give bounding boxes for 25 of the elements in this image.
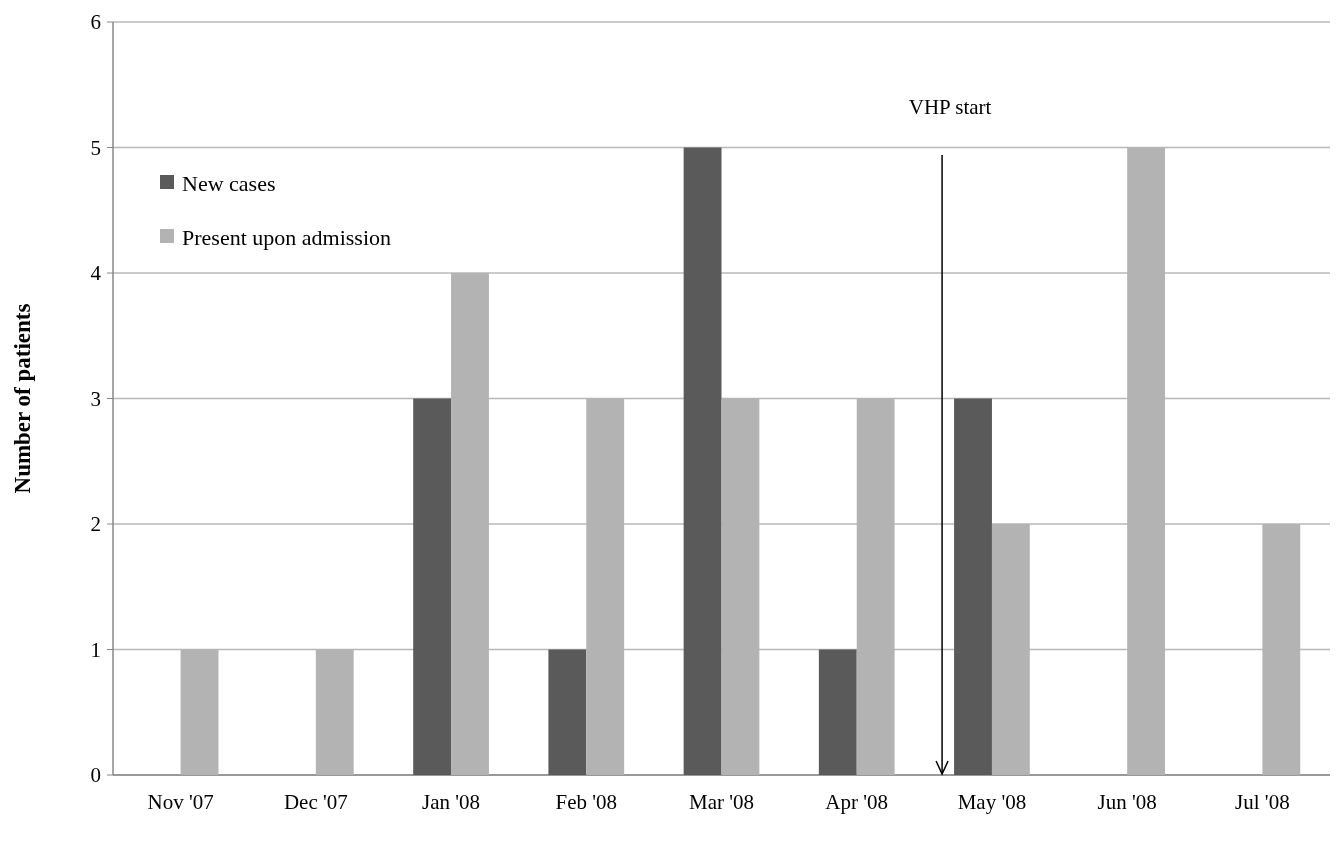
bar: [954, 398, 992, 775]
bar: [818, 649, 857, 775]
x-tick-label: Dec '07: [283, 790, 348, 814]
x-tick-label: Jul '08: [1235, 790, 1290, 814]
y-axis-title: Number of patients: [10, 303, 35, 494]
x-tick-label: Nov '07: [147, 790, 214, 814]
x-tick-label: May '08: [957, 790, 1027, 814]
bar: [413, 398, 452, 775]
y-tick-label: 1: [90, 637, 101, 662]
y-tick-label: 0: [90, 763, 101, 788]
y-tick-label: 4: [90, 261, 102, 286]
legend-label: Present upon admission: [182, 224, 391, 250]
x-tick-label: Feb '08: [555, 790, 618, 814]
bar: [548, 649, 587, 775]
y-tick-label: 5: [90, 135, 101, 160]
x-tick-label: Mar '08: [688, 790, 755, 814]
x-tick-label: Jan '08: [422, 790, 481, 814]
x-tick-label: Apr '08: [825, 790, 889, 814]
ref-line-label: VHP start: [908, 95, 992, 119]
y-tick-label: 6: [90, 10, 101, 35]
legend-label: New cases: [182, 170, 276, 196]
bar: [683, 147, 722, 775]
y-tick-label: 3: [90, 386, 101, 411]
x-tick-label: Jun '08: [1097, 790, 1157, 814]
y-tick-label: 2: [90, 512, 101, 537]
